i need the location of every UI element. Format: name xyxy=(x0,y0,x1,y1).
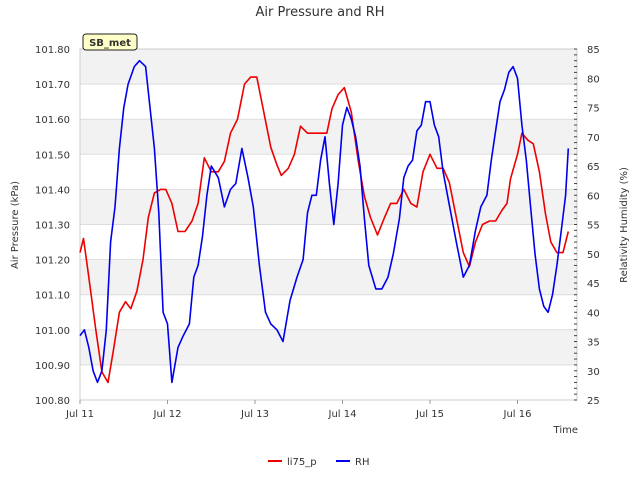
y2-tick-label: 65 xyxy=(587,162,600,173)
x-axis-label: Time xyxy=(553,425,578,436)
x-tick-label: Jul 16 xyxy=(503,409,532,420)
y2-tick-label: 30 xyxy=(587,367,600,378)
y2-tick-label: 80 xyxy=(587,74,600,85)
x-tick-label: Jul 14 xyxy=(328,409,357,420)
y2-tick-label: 60 xyxy=(587,191,600,202)
y-tick-label: 100.80 xyxy=(35,396,70,407)
x-tick-label: Jul 11 xyxy=(65,409,94,420)
site-label-text: SB_met xyxy=(89,38,131,49)
x-tick-label: Jul 12 xyxy=(153,409,182,420)
x-axis-ticks: Jul 11 Jul 12 Jul 13 Jul 14 Jul 15 Jul 16 xyxy=(65,400,531,420)
chart-title: Air Pressure and RH xyxy=(255,5,384,20)
y-axis-right-label: Relativity Humidity (%) xyxy=(619,167,630,283)
y2-tick-label: 25 xyxy=(587,396,600,407)
y-tick-label: 101.80 xyxy=(35,45,70,56)
y-tick-label: 101.40 xyxy=(35,185,70,196)
y2-tick-label: 75 xyxy=(587,104,600,115)
y-tick-label: 101.70 xyxy=(35,80,70,91)
y-tick-label: 101.30 xyxy=(35,221,70,232)
x-tick-label: Jul 13 xyxy=(240,409,269,420)
y2-tick-label: 70 xyxy=(587,133,600,144)
y2-tick-label: 35 xyxy=(587,338,600,349)
series-line-li75_p xyxy=(79,76,570,384)
y-axis-right-minor-ticks xyxy=(574,48,577,401)
background-band xyxy=(80,329,577,365)
legend-label-li75_p: li75_p xyxy=(287,457,317,468)
y2-tick-label: 55 xyxy=(587,221,600,232)
background-band xyxy=(80,49,577,85)
series-layer xyxy=(79,59,570,384)
y-tick-label: 101.50 xyxy=(35,150,70,161)
y2-tick-label: 40 xyxy=(587,308,600,319)
background-band xyxy=(80,259,577,295)
site-label-badge: SB_met xyxy=(82,33,138,51)
background-band xyxy=(80,189,577,225)
series-line-RH xyxy=(79,59,570,384)
y2-tick-label: 45 xyxy=(587,279,600,290)
legend-label-RH: RH xyxy=(355,457,369,468)
y-tick-label: 101.00 xyxy=(35,326,70,337)
y-tick-label: 101.60 xyxy=(35,115,70,126)
y2-tick-label: 50 xyxy=(587,250,600,261)
legend: li75_p RH xyxy=(268,457,369,468)
y-tick-label: 101.10 xyxy=(35,291,70,302)
y-tick-label: 101.20 xyxy=(35,256,70,267)
y2-tick-label: 85 xyxy=(587,45,600,56)
y-axis-left-ticks: 100.80 100.90 101.00 101.10 101.20 101.30 101.… xyxy=(35,45,70,407)
y-axis-left-label: Air Pressure (kPa) xyxy=(10,181,21,269)
y-axis-right-ticks: 25 30 35 40 45 50 55 60 65 70 75 80 85 xyxy=(587,45,600,407)
x-tick-label: Jul 15 xyxy=(415,409,444,420)
y-tick-label: 100.90 xyxy=(35,361,70,372)
